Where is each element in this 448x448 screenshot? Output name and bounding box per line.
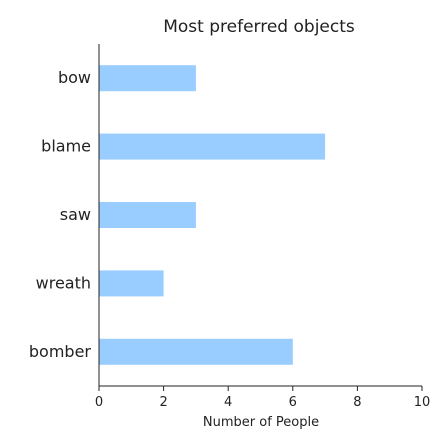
- category-label-saw: saw: [60, 205, 91, 224]
- x-tick-label-10: 10: [414, 395, 431, 410]
- x-ticks: 0 2 4 6 8 10: [95, 386, 430, 410]
- bars-group: [99, 65, 326, 365]
- bar-bow: [99, 65, 196, 92]
- category-labels: bomber wreath saw blame bow: [29, 68, 92, 361]
- x-tick-label-4: 4: [224, 395, 232, 410]
- bar-saw: [99, 202, 196, 228]
- category-label-bow: bow: [58, 68, 91, 87]
- category-label-bomber: bomber: [29, 342, 92, 361]
- chart-title: Most preferred objects: [163, 17, 355, 37]
- x-tick-label-6: 6: [289, 395, 297, 410]
- x-axis-label: Number of People: [203, 415, 319, 430]
- x-tick-label-2: 2: [159, 395, 167, 410]
- x-tick-label-8: 8: [353, 395, 361, 410]
- category-label-blame: blame: [41, 137, 91, 156]
- bar-blame: [99, 133, 326, 160]
- x-tick-label-0: 0: [95, 395, 103, 410]
- bar-wreath: [99, 270, 164, 297]
- category-label-wreath: wreath: [36, 273, 91, 292]
- bar-bomber: [99, 338, 293, 365]
